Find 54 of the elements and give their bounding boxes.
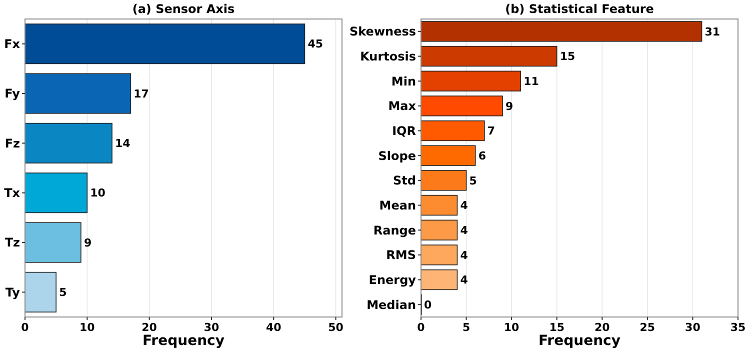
y-tick-label: IQR [392, 124, 416, 138]
data-label: 9 [84, 236, 92, 250]
data-label: 4 [460, 274, 468, 287]
data-label: 4 [460, 248, 468, 262]
y-tick-label: Tz [4, 236, 20, 250]
y-tick-label: Range [373, 223, 416, 238]
x-tick-label: 10 [504, 321, 520, 334]
data-label: 11 [524, 74, 539, 88]
data-label: 6 [478, 149, 486, 162]
y-tick-label: RMS [386, 248, 416, 262]
data-label: 5 [469, 174, 477, 188]
x-axis-title: Frequency [142, 333, 224, 349]
data-label: 15 [560, 50, 576, 64]
y-tick-label: Ty [5, 285, 20, 300]
chart-title: (a) Sensor Axis [132, 2, 235, 16]
data-label: 9 [506, 100, 514, 113]
x-tick-label: 30 [204, 321, 220, 334]
data-label: 0 [424, 298, 432, 312]
y-tick-label: Kurtosis [360, 49, 416, 64]
x-axis-title: Frequency [538, 333, 620, 349]
data-label: 45 [308, 38, 324, 51]
x-tick-label: 20 [142, 321, 158, 334]
data-label: 31 [704, 25, 720, 38]
x-tick-label: 50 [328, 321, 344, 334]
x-tick-label: 30 [685, 321, 701, 334]
data-label: 5 [59, 286, 67, 300]
x-tick-label: 40 [266, 321, 282, 334]
y-tick-label: Max [388, 99, 416, 114]
x-tick-label: 10 [80, 321, 96, 334]
data-label: 4 [460, 199, 468, 212]
y-tick-label: Mean [379, 198, 416, 212]
y-tick-label: Energy [368, 272, 416, 287]
y-tick-label: Tx [4, 186, 20, 200]
y-tick-label: Fx [4, 37, 20, 52]
x-tick-label: 5 [462, 321, 470, 334]
x-tick-label: 20 [594, 321, 610, 334]
x-tick-label: 0 [417, 321, 426, 334]
y-tick-label: Slope [378, 148, 416, 163]
data-label: 7 [487, 124, 496, 138]
data-label: 17 [134, 87, 149, 100]
y-tick-label: Fy [4, 86, 20, 101]
x-tick-label: 35 [730, 321, 746, 334]
y-tick-label: Skewness [350, 24, 416, 39]
data-label: 14 [115, 137, 131, 150]
x-tick-label: 0 [21, 321, 30, 334]
data-label: 10 [90, 186, 106, 200]
x-tick-label: 25 [640, 321, 656, 334]
y-tick-label: Min [391, 74, 416, 88]
y-tick-label: Std [393, 174, 416, 188]
y-tick-label: Median [366, 298, 416, 312]
data-label: 4 [460, 224, 468, 237]
x-tick-label: 15 [549, 321, 565, 334]
y-tick-label: Fz [4, 136, 20, 150]
chart-title: (b) Statistical Feature [505, 2, 654, 16]
